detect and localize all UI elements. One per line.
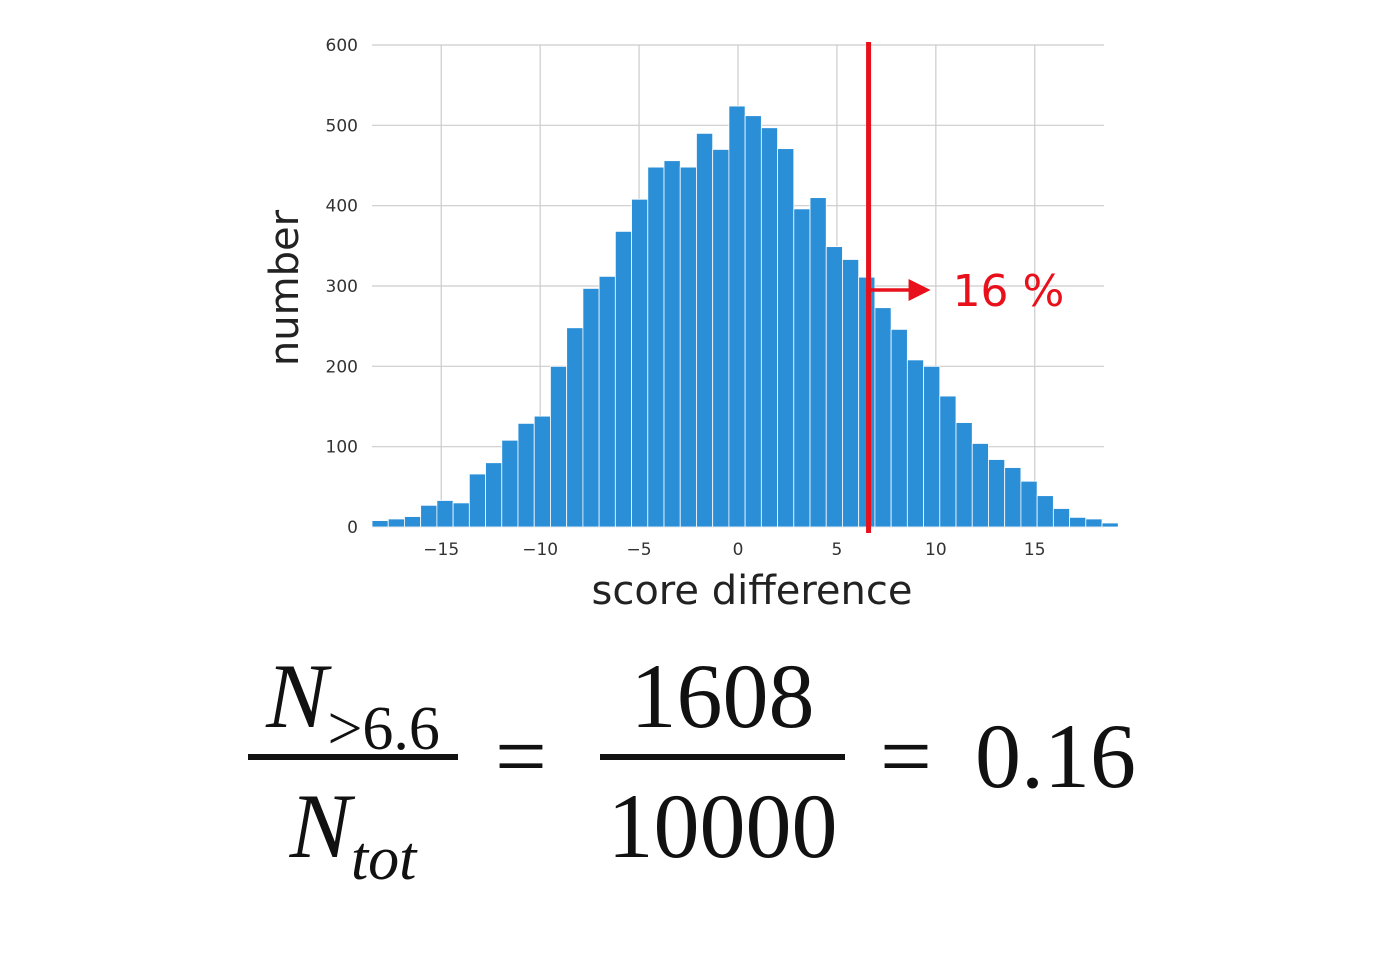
lhs-denominator: Ntot	[290, 780, 417, 890]
bar-17	[647, 166, 665, 528]
threshold-arrow-head	[908, 279, 931, 301]
x-tick-label-4: 5	[832, 540, 843, 560]
bar-19	[679, 166, 697, 528]
bar-18	[663, 160, 681, 528]
bar-5	[452, 502, 470, 528]
equals-sign-2: =	[880, 705, 932, 807]
x-tick-label-0: −15	[423, 540, 459, 560]
bar-2	[404, 516, 422, 528]
x-axis-label: score difference	[592, 568, 913, 614]
bar-39	[1004, 467, 1022, 528]
y-tick-label-500: 500	[326, 116, 358, 136]
probability-formula: N>6.6 Ntot = 1608 10000 = 0.16	[0, 640, 1376, 890]
x-tick-label-6: 15	[1024, 540, 1046, 560]
bar-38	[988, 459, 1006, 528]
bar-13	[582, 288, 600, 528]
y-tick-label-200: 200	[326, 357, 358, 377]
bar-43	[1069, 516, 1087, 528]
bar-12	[566, 327, 584, 528]
bar-21	[712, 149, 730, 528]
bar-22	[728, 105, 746, 528]
histogram-bars	[371, 105, 1119, 528]
result-value: 0.16	[975, 705, 1136, 807]
bar-41	[1036, 495, 1054, 528]
bar-4	[436, 500, 454, 528]
y-tick-label-100: 100	[326, 438, 358, 458]
threshold-marker: 16 %	[866, 42, 1065, 533]
bar-45	[1101, 522, 1119, 528]
lhs-fraction-bar	[248, 754, 458, 760]
bar-3	[420, 504, 438, 528]
bar-27	[809, 197, 827, 528]
bar-25	[777, 148, 795, 528]
bar-35	[939, 395, 957, 528]
lhs-fraction: N>6.6 Ntot	[248, 650, 458, 890]
bar-11	[550, 365, 568, 528]
x-tick-label-1: −10	[522, 540, 558, 560]
mid-numerator: 1608	[630, 645, 815, 747]
bar-40	[1020, 480, 1038, 528]
bar-42	[1052, 508, 1070, 528]
x-tick-labels: −15 −10 −5 0 5 10 15	[423, 540, 1045, 560]
lhs-denominator-subscript: tot	[350, 825, 417, 893]
x-tick-label-5: 10	[925, 540, 947, 560]
lhs-numerator: N>6.6	[266, 650, 440, 760]
lhs-denominator-symbol: N	[289, 775, 351, 877]
bar-33	[906, 359, 924, 528]
bar-6	[468, 473, 486, 528]
bar-15	[614, 230, 632, 528]
mid-fraction-bar	[600, 754, 845, 760]
y-tick-labels: 0 100 200 300 400 500 600	[326, 36, 358, 538]
bar-10	[533, 415, 551, 528]
bar-26	[793, 208, 811, 528]
bar-34	[923, 365, 941, 528]
bar-37	[971, 443, 989, 528]
lhs-numerator-subscript: >6.6	[327, 695, 440, 763]
bar-44	[1085, 518, 1103, 528]
y-tick-label-300: 300	[326, 277, 358, 297]
bar-36	[955, 422, 973, 528]
bar-32	[890, 328, 908, 528]
threshold-percent-label: 16 %	[953, 266, 1065, 317]
bar-20	[696, 132, 714, 528]
bar-8	[501, 439, 519, 528]
lhs-numerator-symbol: N	[266, 645, 328, 747]
bar-9	[517, 422, 535, 528]
mid-fraction: 1608 10000	[600, 650, 845, 872]
bar-23	[744, 115, 762, 528]
bar-28	[825, 246, 843, 528]
bar-31	[874, 307, 892, 528]
y-tick-label-600: 600	[326, 36, 358, 56]
x-tick-label-2: −5	[627, 540, 652, 560]
x-tick-label-3: 0	[733, 540, 744, 560]
mid-denominator: 10000	[607, 775, 838, 877]
bar-1	[387, 518, 405, 528]
equals-sign-1: =	[495, 705, 547, 807]
bar-24	[760, 127, 778, 528]
y-tick-label-400: 400	[326, 197, 358, 217]
bar-14	[598, 275, 616, 528]
y-axis-label: number	[262, 209, 308, 366]
bar-0	[371, 520, 389, 528]
y-tick-label-0: 0	[347, 518, 358, 538]
bar-16	[631, 198, 649, 528]
bar-7	[485, 462, 503, 528]
bar-29	[842, 259, 860, 528]
